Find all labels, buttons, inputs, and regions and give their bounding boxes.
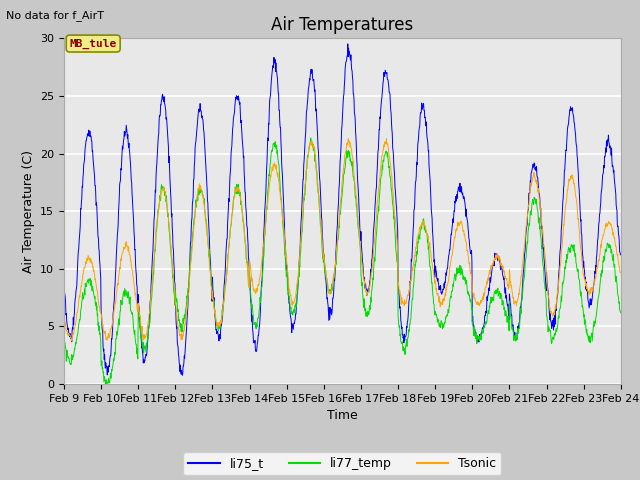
li77_temp [184, 285, 192, 291]
Title: Air Temperatures: Air Temperatures [271, 16, 413, 34]
Tsonic [67, 338, 75, 344]
li75_t [246, 293, 254, 299]
Tsonic [429, 267, 437, 273]
Tsonic [502, 276, 510, 281]
X-axis label: Time: Time [327, 409, 358, 422]
li75_t [616, 252, 624, 258]
Tsonic [383, 136, 390, 142]
Tsonic [616, 270, 624, 276]
li77_temp [616, 310, 624, 316]
Legend: li75_t, li77_temp, Tsonic: li75_t, li77_temp, Tsonic [184, 453, 501, 476]
Tsonic [171, 287, 179, 292]
Y-axis label: Air Temperature (C): Air Temperature (C) [22, 150, 35, 273]
li77_temp [60, 337, 68, 343]
li75_t [551, 322, 559, 327]
li77_temp [246, 288, 254, 293]
Line: Tsonic: Tsonic [64, 139, 620, 341]
Line: li77_temp: li77_temp [64, 138, 620, 384]
Text: No data for f_AirT: No data for f_AirT [6, 11, 104, 22]
li77_temp [551, 332, 559, 338]
Tsonic [60, 316, 68, 322]
li77_temp [171, 295, 179, 300]
li75_t [429, 241, 437, 247]
li77_temp [307, 135, 314, 141]
li75_t [179, 372, 186, 378]
li77_temp [103, 381, 111, 387]
li75_t [184, 298, 192, 304]
Tsonic [551, 307, 559, 312]
li77_temp [429, 294, 437, 300]
li75_t [170, 266, 178, 272]
Tsonic [184, 293, 192, 299]
Tsonic [246, 262, 254, 268]
li75_t [344, 41, 351, 47]
li77_temp [502, 308, 510, 314]
Line: li75_t: li75_t [64, 44, 620, 375]
Text: MB_tule: MB_tule [70, 38, 117, 48]
li75_t [60, 278, 68, 284]
li75_t [502, 295, 510, 301]
